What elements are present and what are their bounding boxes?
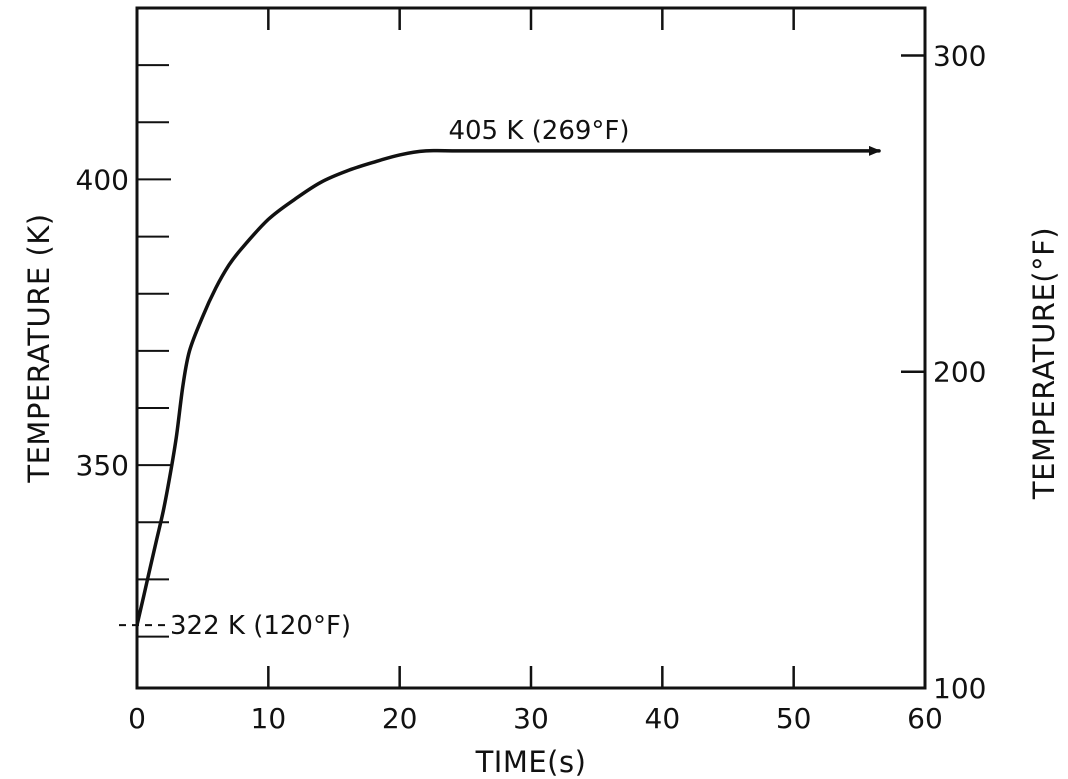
y-tick-label: 350 bbox=[76, 449, 129, 482]
x-tick-label: 40 bbox=[645, 702, 681, 735]
y-tick-label: 400 bbox=[76, 163, 129, 196]
plot-frame bbox=[135, 6, 927, 690]
x-tick-label: 20 bbox=[382, 702, 418, 735]
annotation-322k: 322 K (120°F) bbox=[170, 611, 351, 641]
y2-tick-label: 100 bbox=[933, 672, 986, 705]
x-tick-label: 50 bbox=[776, 702, 812, 735]
y-axis-title-right: TEMPERATURE(°F) bbox=[1027, 227, 1061, 500]
x-tick-label: 60 bbox=[907, 702, 943, 735]
y-axis-title-left: TEMPERATURE (K) bbox=[22, 213, 56, 483]
temperature-curve bbox=[135, 145, 881, 627]
x-axis-title: TIME(s) bbox=[475, 745, 587, 779]
x-tick-label: 30 bbox=[513, 702, 549, 735]
x-tick-label: 0 bbox=[128, 702, 146, 735]
annotation-405k: 405 K (269°F) bbox=[448, 116, 629, 146]
y2-tick-label: 300 bbox=[933, 39, 986, 72]
y2-tick-label: 200 bbox=[933, 356, 986, 389]
x-tick-label: 10 bbox=[251, 702, 287, 735]
